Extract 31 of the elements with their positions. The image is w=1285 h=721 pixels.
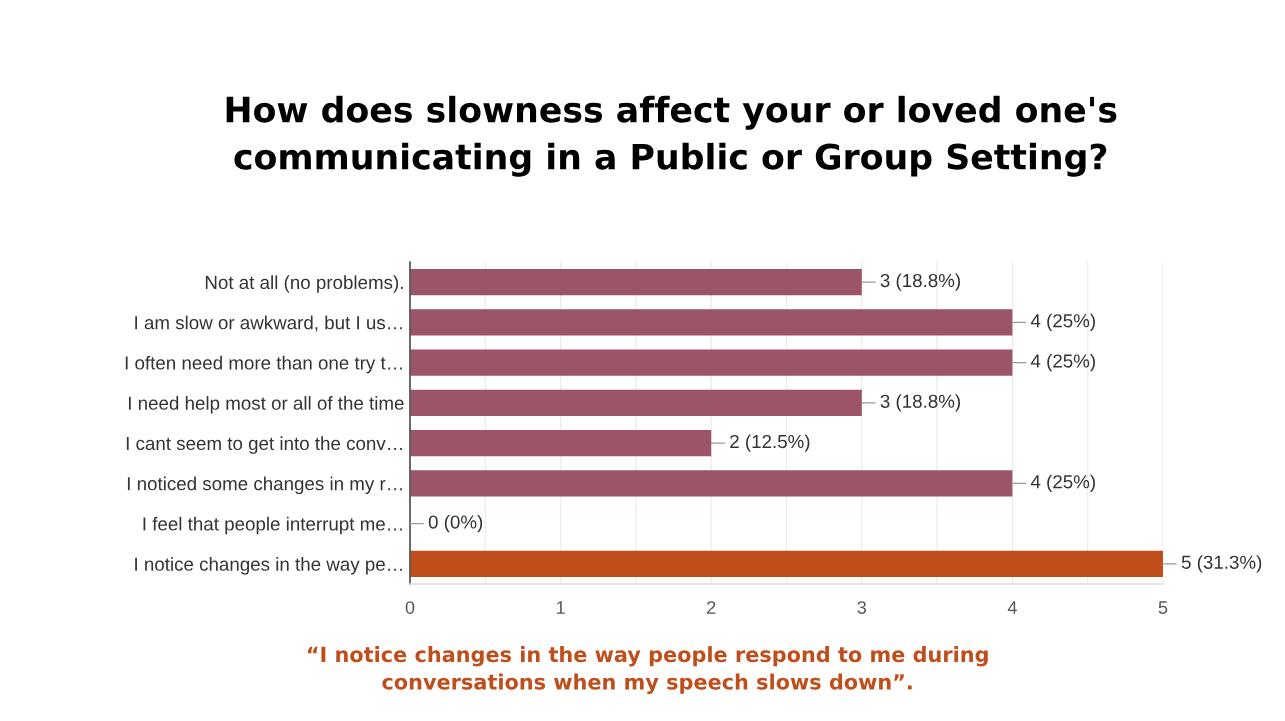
y-tick-label: I am slow or awkward, but I us… [135,315,402,332]
data-label: 4 (25%) [1030,353,1095,372]
x-tick-label: 1 [556,601,565,614]
bar [410,430,712,457]
data-label: 3 (18.8%) [880,394,960,412]
bar [410,309,1013,336]
data-label: 0 (0%) [428,514,483,533]
bar [410,389,862,416]
y-tick-label: I notice changes in the way pe… [135,557,402,575]
x-tick-label: 5 [1158,601,1168,614]
data-label: 3 (18.8%) [880,273,960,291]
y-tick-label: I feel that people interrupt me… [143,516,402,535]
data-label: 4 (25%) [1030,313,1095,332]
y-tick-label: I often need more than one try t… [125,355,402,374]
y-tick-label: Not at all (no problems). [205,275,403,293]
data-label: 4 (25%) [1030,474,1095,493]
x-tick-label: 0 [405,601,415,614]
y-tick-label: I noticed some changes in my r… [127,476,402,495]
data-label: 5 (31.3%) [1181,555,1262,573]
bar [410,269,862,296]
bar [410,349,1013,376]
text: “I notice changes in the way people respond to me during conversations when my speech slows down”. [307,646,988,694]
x-tick-label: 2 [707,601,716,614]
bar [410,470,1013,497]
x-tick-label: 3 [857,601,867,614]
x-tick-label: 4 [1007,601,1017,614]
chart-title: How does slowness affect your or loved one's communicating in a Public or Group Setting? [226,95,1117,177]
y-tick-label: I need help most or all of the time [128,396,404,414]
bar [410,550,1163,577]
y-tick-label: I cant seem to get into the conv… [126,436,402,454]
data-label: 2 (12.5%) [730,434,810,452]
